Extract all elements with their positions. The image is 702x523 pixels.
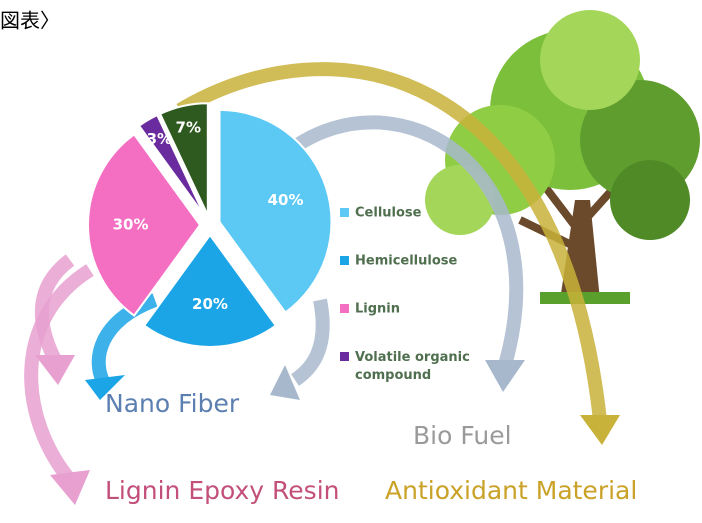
chart-title: 図表〉 (0, 9, 60, 33)
legend-swatch (340, 304, 349, 313)
chart: 図表〉 Nano Fiber Bio Fuel Lignin Epoxy Res… (0, 0, 702, 523)
annotation: Antioxidant Material (385, 476, 637, 505)
annotation: Nano Fiber (105, 389, 240, 418)
legend-swatch (340, 208, 349, 217)
annotation: Lignin Epoxy Resin (105, 476, 340, 505)
page: 図表〉 Nano Fiber Bio Fuel Lignin Epoxy Res… (0, 0, 702, 523)
legend-label: Lignin (355, 302, 400, 317)
legend-swatch (340, 352, 349, 361)
annotation: Bio Fuel (413, 421, 512, 450)
value-label: 30% (113, 216, 149, 234)
legend-label: Cellulose (355, 206, 422, 221)
value-label: 40% (268, 191, 304, 209)
value-label: 20% (192, 295, 228, 313)
legend-label: Hemicellulose (355, 254, 458, 269)
legend-swatch (340, 256, 349, 265)
value-label: 7% (176, 118, 201, 136)
